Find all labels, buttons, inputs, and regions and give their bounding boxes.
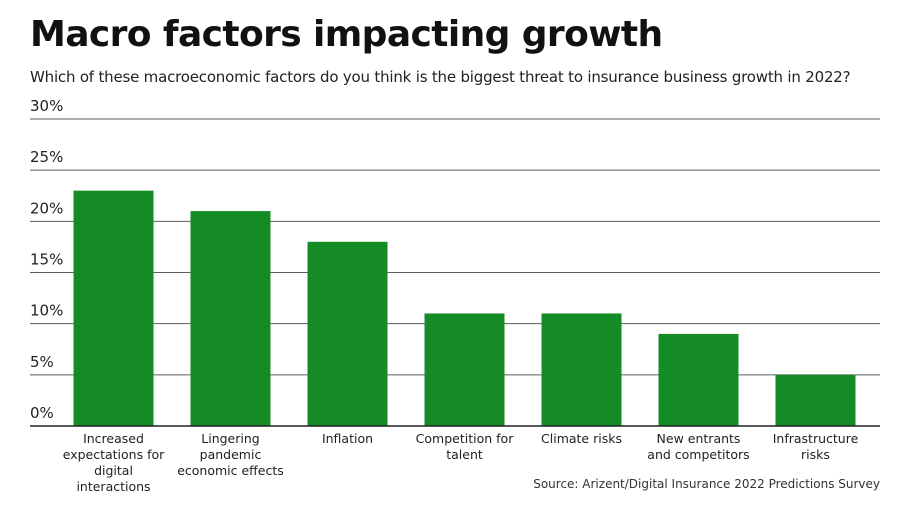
chart-title: Macro factors impacting growth bbox=[30, 14, 663, 55]
category-label: Inflation bbox=[322, 431, 373, 446]
bar bbox=[307, 241, 388, 426]
category-label: Lingering pandemic economic effects bbox=[177, 431, 284, 478]
bar bbox=[658, 333, 739, 426]
x-axis-category-labels: Increased expectations for digital interact… bbox=[63, 431, 859, 494]
y-tick-label: 15% bbox=[30, 251, 63, 269]
y-tick-label: 25% bbox=[30, 148, 63, 166]
category-label: Infrastructure risks bbox=[773, 431, 859, 462]
source-note: Source: Arizent/Digital Insurance 2022 P… bbox=[533, 477, 880, 491]
y-axis-tick-labels: 0% 5% 10% 15% 20% 25% 30% bbox=[30, 97, 63, 422]
category-label: New entrants and competitors bbox=[647, 431, 749, 462]
bar bbox=[190, 211, 271, 426]
y-tick-label: 0% bbox=[30, 404, 54, 422]
bars bbox=[73, 190, 856, 426]
y-tick-label: 10% bbox=[30, 302, 63, 320]
y-tick-label: 5% bbox=[30, 353, 54, 371]
category-label: Competition for talent bbox=[416, 431, 515, 462]
bar bbox=[73, 190, 154, 426]
y-tick-label: 30% bbox=[30, 97, 63, 115]
bar bbox=[775, 374, 856, 426]
y-tick-label: 20% bbox=[30, 199, 63, 217]
bar bbox=[541, 313, 622, 426]
bar bbox=[424, 313, 505, 426]
chart-subtitle: Which of these macroeconomic factors do … bbox=[30, 68, 851, 86]
category-label: Increased expectations for digital interact… bbox=[63, 431, 165, 494]
category-label: Climate risks bbox=[541, 431, 622, 446]
